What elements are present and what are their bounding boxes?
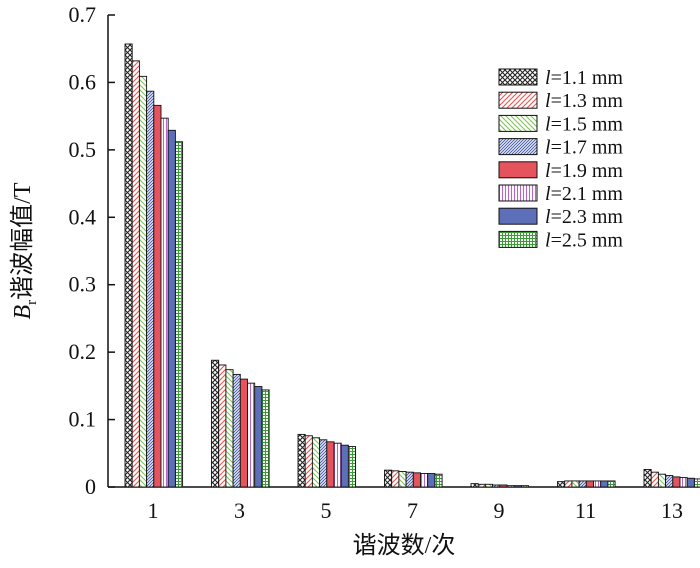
bar-h1-s1 [124,43,133,488]
x-tick-label: 13 [661,498,683,523]
bar-h9-s1 [470,483,479,488]
legend-swatch [498,68,538,86]
bar-h7-s3 [398,471,407,488]
legend-swatch [498,138,538,156]
bar-h3-s8 [261,389,270,488]
bar-h7-s8 [434,473,443,488]
bar-h1-s5 [153,104,162,488]
bar-h7-s6 [420,473,429,488]
legend-swatch [498,161,538,179]
legend-swatch [498,207,538,225]
legend-label: l=2.5 mm [545,229,623,251]
bar-h7-s2 [391,470,400,488]
bar-h13-s6 [679,477,688,488]
x-tick-label: 11 [575,498,596,523]
bar-h9-s4 [492,484,501,488]
bar-h7-s1 [384,469,393,488]
legend-label: l=1.9 mm [545,160,623,182]
legend-label: l=2.1 mm [545,183,623,205]
bar-h11-s3 [571,480,580,488]
y-tick-label: 0.4 [69,204,97,229]
legend-label: l=1.1 mm [545,67,623,89]
bar-h9-s3 [484,483,494,488]
bar-h7-s4 [405,471,414,488]
bar-h7-s7 [427,473,436,488]
y-tick-label: 0.1 [69,407,97,432]
y-tick-label: 0.2 [69,339,97,364]
x-tick-label: 3 [234,498,245,523]
y-tick-label: 0 [85,474,96,499]
x-axis-title: 谐波数/次 [353,532,456,559]
bar-h9-s5 [499,484,508,488]
bar-h5-s4 [319,439,328,488]
y-axis-title: Br谐波幅值/T [9,182,40,319]
bar-h13-s7 [686,477,695,488]
bar-h11-s6 [593,480,602,488]
bar-h3-s2 [218,364,227,488]
bar-h11-s4 [578,480,587,488]
bar-h13-s8 [693,478,700,488]
x-tick-label: 5 [321,498,332,523]
bar-h3-s5 [239,378,248,488]
bar-h3-s6 [247,382,256,488]
legend-label: l=2.3 mm [545,206,623,228]
bar-h5-s2 [304,435,313,488]
bar-h13-s1 [643,469,652,488]
bar-h7-s5 [412,472,421,488]
legend-swatch [498,184,538,202]
legend-swatch [498,91,538,109]
x-tick-label: 7 [407,498,418,523]
y-axis: 0 0.1 0.2 0.3 0.4 0.5 0.6 0.7 [69,2,115,499]
bar-h1-s7 [167,129,176,488]
bars [124,43,700,488]
y-tick-label: 0.7 [69,2,97,27]
bar-h9-s6 [506,485,515,488]
bar-h13-s2 [650,471,659,488]
bar-h5-s3 [311,437,321,488]
bar-h13-s5 [672,476,681,488]
bar-h1-s4 [146,90,155,488]
bar-h3-s4 [232,373,241,488]
bar-h11-s5 [585,480,594,488]
bar-h5-s7 [340,444,349,488]
bar-h9-s2 [477,483,486,488]
y-tick-label: 0.5 [69,137,97,162]
bar-h9-s8 [520,485,530,488]
bar-h1-s6 [160,117,169,488]
legend: l=1.1 mml=1.3 mml=1.5 mml=1.7 mml=1.9 mm… [498,67,623,251]
bar-h11-s1 [557,481,566,488]
x-tick-label: 9 [494,498,505,523]
bar-h3-s3 [225,369,234,488]
x-axis: 1 3 5 7 9 11 13 [108,486,700,523]
bar-h5-s1 [297,433,306,488]
bar-h5-s8 [347,446,357,488]
bar-h1-s2 [131,60,140,488]
bar-h11-s8 [607,480,616,488]
legend-swatch [498,230,538,248]
bar-h3-s1 [211,359,220,488]
bar-h13-s3 [657,473,667,488]
y-tick-label: 0.6 [69,69,97,94]
y-tick-label: 0.3 [69,272,97,297]
bar-h3-s7 [254,386,263,488]
bar-h11-s2 [564,480,573,488]
bar-h5-s6 [333,442,342,488]
legend-label: l=1.7 mm [545,137,623,159]
legend-swatch [498,114,538,132]
bar-h9-s7 [513,485,522,488]
bar-h1-s3 [138,75,148,488]
legend-label: l=1.3 mm [545,90,623,112]
bar-h13-s4 [665,475,674,488]
bar-h5-s5 [326,441,335,488]
legend-label: l=1.5 mm [545,113,623,135]
x-tick-label: 1 [148,498,159,523]
bar-h11-s7 [600,480,609,488]
bar-h1-s8 [174,141,184,488]
